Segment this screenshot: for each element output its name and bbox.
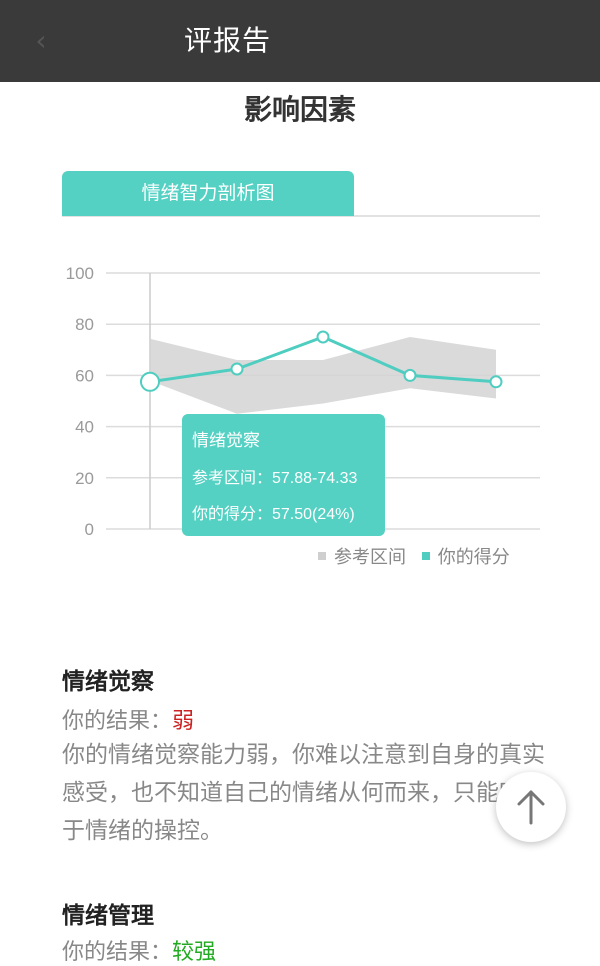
tooltip-title: 情绪觉察 [192, 431, 260, 450]
scroll-to-top-button[interactable] [496, 772, 566, 842]
score-point [403, 368, 417, 382]
score-point [489, 375, 503, 389]
item-heading: 情绪管理 [62, 903, 154, 929]
legend-swatch-reference [318, 552, 326, 560]
chart-tooltip: 情绪觉察 参考区间：57.88-74.33 你的得分：57.50(24%) [182, 414, 385, 536]
result-value: 较强 [172, 940, 217, 965]
legend-item-reference[interactable]: 参考区间 [318, 546, 406, 570]
arrow-up-icon [517, 790, 545, 825]
tab-underline [62, 215, 540, 217]
legend-label-score: 你的得分 [437, 547, 510, 568]
y-tick-label: 80 [75, 315, 94, 334]
score-point [140, 371, 160, 392]
y-tick-label: 100 [66, 264, 94, 283]
emotional-intelligence-chart: 0 20 40 60 80 100 [66, 264, 540, 539]
chart-legend: 参考区间 你的得分 [318, 546, 520, 570]
reference-band [150, 337, 496, 414]
y-tick-label: 40 [75, 418, 94, 437]
result-value: 弱 [172, 709, 195, 734]
result-label: 你的结果： [62, 709, 173, 734]
result-label: 你的结果： [62, 940, 173, 965]
tooltip-score: 你的得分：57.50(24%) [192, 506, 355, 523]
section-title: 影响因素 [243, 93, 356, 126]
y-tick-label: 20 [75, 469, 94, 488]
item-result: 你的结果：弱 [62, 703, 194, 735]
item-description: 你的情绪觉察能力弱，你难以注意到自身的真实感受，也不知道自己的情绪从何而来，只能… [62, 742, 545, 844]
item-heading: 情绪觉察 [62, 669, 154, 695]
top-bar: ‹ 评报告 [0, 0, 600, 82]
tab-emotional-intelligence[interactable]: 情绪智力剖析图 [62, 171, 354, 216]
page-title: 评报告 [184, 24, 272, 57]
y-tick-label: 60 [75, 366, 94, 385]
legend-label-reference: 参考区间 [334, 547, 406, 568]
item-result: 你的结果：较强 [62, 934, 216, 966]
legend-swatch-score [421, 552, 430, 560]
legend-item-score[interactable]: 你的得分 [421, 546, 510, 570]
score-point [230, 362, 244, 376]
back-arrow-icon[interactable]: ‹ [35, 24, 47, 57]
score-point [316, 330, 330, 344]
y-tick-label: 0 [85, 520, 94, 539]
tooltip-range: 参考区间：57.88-74.33 [192, 470, 358, 487]
